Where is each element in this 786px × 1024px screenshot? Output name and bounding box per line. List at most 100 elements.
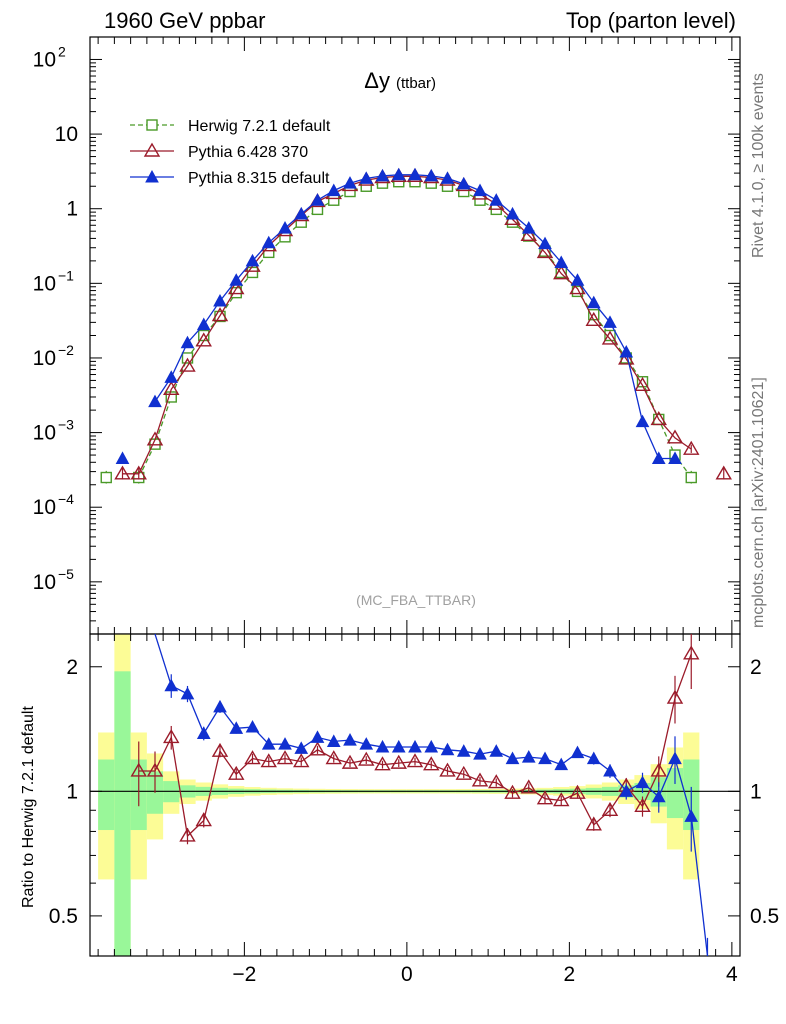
- data-point-filled-triangle: [145, 169, 159, 183]
- y-tick-label: 10: [33, 347, 56, 370]
- data-point-triangle: [406, 753, 424, 768]
- data-point-filled-triangle: [213, 699, 227, 713]
- data-point-triangle: [634, 797, 651, 813]
- data-point-filled-triangle: [375, 739, 390, 753]
- data-point-square: [328, 194, 340, 206]
- data-point-square: [588, 308, 600, 321]
- data-point-filled-triangle: [180, 335, 195, 349]
- data-point-triangle: [650, 411, 667, 426]
- data-point-triangle: [683, 645, 700, 660]
- data-point-filled-triangle: [570, 273, 585, 286]
- data-point-triangle: [650, 762, 667, 777]
- data-point-filled-triangle: [554, 757, 569, 771]
- x-tick-label: 2: [564, 963, 576, 986]
- data-point-triangle: [341, 754, 359, 769]
- data-point-triangle: [130, 762, 147, 777]
- data-point-triangle: [276, 750, 294, 765]
- data-point-triangle: [666, 689, 684, 704]
- data-point-filled-triangle: [229, 273, 244, 286]
- y-tick-exponent: −1: [58, 267, 74, 283]
- y-tick-label: 1: [66, 198, 78, 221]
- legend-label-pythia8: Pythia 8.315 default: [188, 170, 330, 187]
- data-point-filled-triangle: [456, 744, 471, 757]
- data-point-square: [165, 391, 177, 403]
- data-point-filled-triangle: [261, 235, 276, 249]
- data-point-triangle: [423, 756, 440, 771]
- data-point-triangle: [585, 816, 602, 831]
- data-point-filled-triangle: [521, 221, 536, 234]
- data-point-filled-triangle: [245, 253, 260, 267]
- data-point-filled-triangle: [164, 370, 179, 383]
- data-point-square: [146, 119, 158, 131]
- data-point-triangle: [293, 753, 310, 768]
- data-point-triangle: [634, 376, 651, 392]
- data-point-filled-triangle: [213, 293, 227, 307]
- data-point-filled-triangle: [229, 721, 244, 734]
- y-tick-label: 10: [33, 571, 56, 594]
- data-point-triangle: [130, 465, 147, 480]
- data-point-filled-triangle: [310, 730, 325, 743]
- ratio-y-tick-label-right: 2: [750, 656, 762, 679]
- data-point-filled-triangle: [635, 414, 650, 428]
- y-tick-exponent: 2: [58, 43, 66, 59]
- data-point-triangle: [569, 784, 586, 799]
- data-point-filled-triangle: [359, 737, 374, 750]
- data-point-filled-triangle: [343, 176, 357, 189]
- ratio-y-axis-label: Ratio to Herwig 7.2.1 default: [20, 706, 37, 908]
- process-label: Top (parton level): [566, 8, 736, 33]
- data-point-triangle: [504, 784, 521, 799]
- data-point-triangle: [309, 741, 326, 756]
- data-point-square: [246, 266, 259, 279]
- data-point-triangle: [146, 431, 164, 446]
- x-tick-label: −2: [232, 963, 256, 986]
- data-point-filled-triangle: [635, 775, 650, 789]
- data-point-triangle: [260, 753, 277, 768]
- data-point-square: [263, 246, 275, 259]
- data-point-filled-triangle: [538, 751, 552, 765]
- top-plot-data: [100, 167, 732, 484]
- analysis-watermark: (MC_FBA_TTBAR): [356, 592, 476, 608]
- data-point-filled-triangle: [570, 745, 585, 759]
- data-point-filled-triangle: [505, 751, 520, 765]
- data-point-filled-triangle: [148, 394, 162, 408]
- data-point-triangle: [195, 332, 212, 347]
- data-point-triangle: [520, 779, 537, 794]
- data-point-filled-triangle: [489, 744, 504, 757]
- data-point-filled-triangle: [408, 167, 422, 181]
- ratio-y-tick-label-right: 1: [750, 780, 762, 803]
- data-point-filled-triangle: [538, 236, 552, 250]
- y-tick-exponent: −4: [58, 491, 74, 507]
- data-point-square: [230, 286, 242, 299]
- y-tick-label: 10: [55, 123, 78, 146]
- y-tick-exponent: −3: [58, 417, 74, 433]
- data-point-filled-triangle: [359, 171, 374, 184]
- data-point-filled-triangle: [586, 751, 601, 765]
- data-point-triangle: [666, 429, 684, 444]
- ratio-panel: −2 0 2 4 0.5 0.5 1 1 2 2: [49, 633, 779, 986]
- data-point-triangle: [715, 465, 732, 480]
- data-point-triangle: [211, 307, 229, 322]
- y-tick-exponent: −5: [58, 566, 74, 582]
- ratio-y-tick-label: 1: [66, 780, 78, 803]
- data-point-triangle: [163, 380, 180, 396]
- band-inner: [666, 768, 684, 819]
- ratio-y-tick-label: 0.5: [49, 905, 78, 928]
- data-point-triangle: [455, 765, 472, 780]
- data-point-filled-triangle: [310, 193, 325, 206]
- data-point-filled-triangle: [294, 206, 309, 220]
- data-point-triangle: [228, 280, 245, 295]
- data-point-filled-triangle: [440, 171, 455, 184]
- data-point-triangle: [114, 465, 131, 480]
- data-point-square: [100, 471, 112, 484]
- data-point-filled-triangle: [554, 255, 569, 269]
- data-point-triangle: [143, 142, 161, 157]
- x-tick-label: 4: [726, 963, 738, 986]
- data-point-triangle: [163, 729, 180, 744]
- data-point-triangle: [520, 226, 537, 242]
- x-tick-label: 0: [401, 963, 413, 986]
- legend-label-herwig: Herwig 7.2.1 default: [188, 118, 331, 135]
- data-point-filled-triangle: [489, 193, 504, 206]
- ratio-y-tick-label-right: 0.5: [750, 905, 779, 928]
- data-point-triangle: [211, 742, 229, 757]
